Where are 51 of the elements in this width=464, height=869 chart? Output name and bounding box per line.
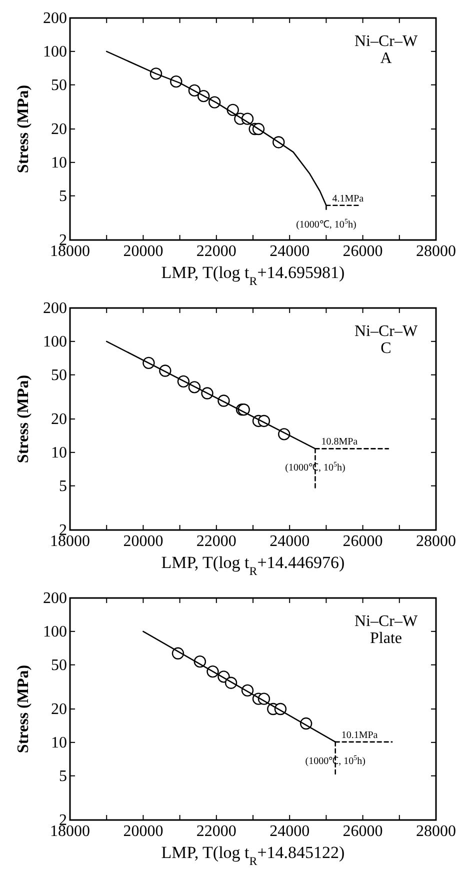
y-tick-label: 50: [51, 76, 67, 94]
x-tick-label: 22000: [196, 243, 236, 260]
x-tick-label: 20000: [123, 533, 164, 550]
y-tick-label: 10: [51, 154, 67, 172]
annotation: (1000℃, 10$^{5}$h): [305, 754, 366, 767]
x-tick-label: 28000: [416, 823, 456, 840]
x-tick-label: 24000: [270, 533, 310, 550]
y-tick-label: 100: [43, 333, 67, 350]
y-tick-label: 100: [43, 43, 67, 60]
y-axis-title: Stress (MPa): [15, 374, 32, 464]
x-tick-label: 28000: [416, 533, 456, 550]
x-tick-label: 22000: [196, 533, 236, 550]
annotation: Ni–Cr–W: [354, 33, 418, 50]
y-tick-label: 200: [43, 590, 67, 607]
annotation: (1000℃, 10$^{5}$h): [285, 460, 346, 474]
annotation: (1000℃, 10$^{5}$h): [296, 217, 356, 230]
x-axis-title: LMP, T(log t$_{R}$+14.695981): [161, 263, 345, 288]
y-tick-label: 20: [51, 701, 67, 718]
y-tick-label: 200: [43, 10, 67, 27]
x-tick-label: 24000: [270, 823, 310, 840]
annotation: 10.8MPa: [321, 436, 358, 448]
annotation: Ni–Cr–W: [354, 323, 418, 340]
x-tick-label: 20000: [123, 823, 164, 840]
y-tick-label: 50: [51, 366, 67, 384]
annotation: Ni–Cr–W: [354, 613, 418, 630]
y-tick-label: 20: [51, 411, 67, 428]
y-tick-label: 10: [51, 734, 67, 752]
annotation: 10.1MPa: [341, 730, 378, 741]
y-tick-label: 100: [43, 623, 67, 640]
y-tick-label: 200: [43, 300, 67, 317]
y-axis-title: Stress (MPa): [15, 664, 32, 754]
x-tick-label: 20000: [123, 243, 164, 260]
x-tick-label: 24000: [270, 243, 310, 260]
x-tick-label: 26000: [342, 243, 383, 260]
annotation: A: [380, 50, 392, 67]
annotation: 4.1MPa: [332, 193, 364, 204]
x-axis-title: LMP, T(log t$_{R}$+14.845122): [161, 843, 345, 868]
y-axis-title: Stress (MPa): [15, 84, 32, 174]
x-tick-label: 26000: [342, 823, 383, 840]
annotation: C: [380, 340, 392, 357]
x-tick-label: 28000: [416, 243, 456, 260]
y-tick-label: 10: [51, 444, 67, 462]
x-axis-title: LMP, T(log t$_{R}$+14.446976): [161, 553, 345, 578]
y-tick-label: 50: [51, 656, 67, 674]
y-tick-label: 5: [59, 188, 67, 205]
y-tick-label: 20: [51, 121, 67, 138]
annotation: Plate: [370, 630, 402, 647]
x-tick-label: 26000: [342, 533, 383, 550]
y-tick-label: 5: [59, 478, 67, 495]
x-tick-label: 22000: [196, 823, 236, 840]
y-tick-label: 5: [59, 768, 67, 785]
